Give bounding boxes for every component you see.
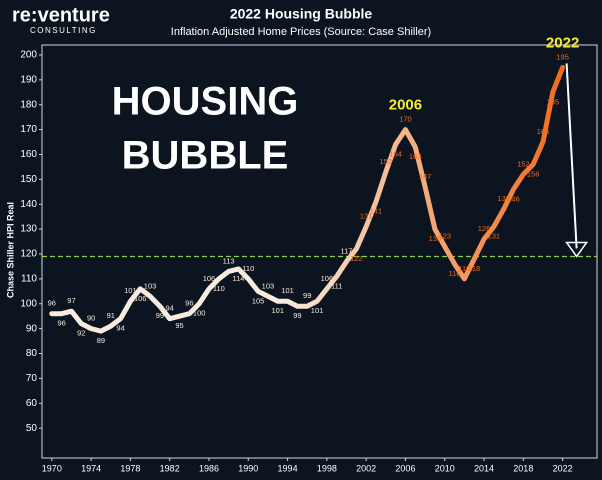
data-label: 89 xyxy=(97,336,105,345)
data-label: 116 xyxy=(449,269,461,278)
data-label: 152 xyxy=(517,159,530,168)
data-label: 131 xyxy=(360,212,373,221)
data-label: 163 xyxy=(409,152,422,161)
y-tick-label: 140 xyxy=(20,199,37,210)
x-tick-label: 1982 xyxy=(160,463,180,473)
data-label: 153 xyxy=(380,157,393,166)
y-tick-label: 170 xyxy=(20,124,37,135)
x-tick-label: 2014 xyxy=(474,463,494,473)
data-label: 156 xyxy=(527,169,540,178)
data-label: 146 xyxy=(507,194,520,203)
logo: re:venture xyxy=(12,4,110,26)
data-label: 111 xyxy=(331,281,342,290)
data-label: 122 xyxy=(350,254,363,263)
arrow-shaft xyxy=(565,63,578,249)
peak-annotation: 2022 xyxy=(546,34,579,51)
data-label: 96 xyxy=(185,299,193,308)
x-tick-label: 2022 xyxy=(553,463,573,473)
data-label: 101 xyxy=(124,286,137,295)
x-tick-label: 1994 xyxy=(278,463,298,473)
x-tick-label: 1986 xyxy=(199,463,219,473)
y-tick-label: 190 xyxy=(20,74,37,85)
data-label: 96 xyxy=(48,299,56,308)
logo-sub: CONSULTING xyxy=(30,26,97,35)
data-label: 113 xyxy=(223,256,235,265)
data-label: 117 xyxy=(341,246,353,255)
data-label: 92 xyxy=(77,329,85,338)
y-tick-label: 180 xyxy=(20,99,37,110)
data-label: 96 xyxy=(57,319,65,328)
headline: HOUSING xyxy=(112,80,299,124)
x-tick-label: 1990 xyxy=(238,463,258,473)
data-label: 165 xyxy=(537,127,550,136)
x-tick-label: 1998 xyxy=(317,463,337,473)
y-tick-label: 120 xyxy=(20,249,37,260)
plot-frame xyxy=(41,44,598,459)
arrow-head xyxy=(565,241,589,258)
x-tick-label: 2002 xyxy=(356,463,376,473)
y-axis-label: Chase Shiller HPI Real xyxy=(5,202,15,298)
x-tick-label: 1978 xyxy=(120,463,140,473)
data-label: 95 xyxy=(175,321,183,330)
data-label: 110 xyxy=(242,264,254,273)
data-label: 138 xyxy=(497,194,510,203)
data-label: 110 xyxy=(458,264,470,273)
y-tick-label: 50 xyxy=(26,423,38,434)
data-label: 164 xyxy=(389,150,402,159)
y-tick-label: 130 xyxy=(20,224,37,235)
data-label: 101 xyxy=(281,286,294,295)
y-tick-label: 200 xyxy=(20,50,37,61)
data-label: 130 xyxy=(429,234,442,243)
data-label: 101 xyxy=(271,306,284,315)
headline: BUBBLE xyxy=(122,134,289,178)
data-label: 110 xyxy=(213,284,225,293)
y-tick-label: 110 xyxy=(21,274,37,285)
data-label: 106 xyxy=(203,274,216,283)
data-label: 91 xyxy=(107,311,115,320)
data-label: 170 xyxy=(399,115,412,124)
chart-title: 2022 Housing Bubble xyxy=(230,6,373,22)
data-label: 99 xyxy=(293,311,301,320)
y-tick-label: 160 xyxy=(20,149,37,160)
data-label: 195 xyxy=(556,52,569,61)
data-label: 126 xyxy=(478,224,491,233)
data-label: 106 xyxy=(321,274,334,283)
data-label: 97 xyxy=(67,296,75,305)
data-label: 99 xyxy=(303,291,311,300)
data-label: 147 xyxy=(419,172,432,181)
y-tick-label: 90 xyxy=(26,323,38,334)
peak-annotation: 2006 xyxy=(389,97,422,114)
data-label: 101 xyxy=(311,306,324,315)
x-tick-label: 1970 xyxy=(42,463,62,473)
line xyxy=(49,64,566,334)
data-label: 94 xyxy=(116,324,124,333)
data-label: 103 xyxy=(144,281,157,290)
x-tick-label: 2018 xyxy=(513,463,533,473)
data-label: 103 xyxy=(262,281,275,290)
y-tick-label: 60 xyxy=(26,398,38,409)
data-label: 141 xyxy=(370,207,383,216)
data-label: 105 xyxy=(252,296,265,305)
y-tick-label: 70 xyxy=(26,373,38,384)
x-tick-label: 1974 xyxy=(81,463,101,473)
data-label: 106 xyxy=(134,294,147,303)
data-label: 99 xyxy=(156,311,164,320)
x-tick-label: 2006 xyxy=(395,463,415,473)
data-label: 118 xyxy=(468,264,480,273)
x-tick-label: 2010 xyxy=(435,463,455,473)
chart-subtitle: Inflation Adjusted Home Prices (Source: … xyxy=(171,26,431,38)
y-tick-label: 150 xyxy=(20,174,37,185)
y-tick-label: 80 xyxy=(26,348,38,359)
data-label: 100 xyxy=(193,309,206,318)
data-label: 90 xyxy=(87,314,95,323)
y-tick-label: 100 xyxy=(20,298,37,309)
data-label: 94 xyxy=(166,304,174,313)
data-label: 185 xyxy=(547,97,560,106)
data-label: 123 xyxy=(438,232,451,241)
data-label: 114 xyxy=(232,274,244,283)
data-label: 131 xyxy=(488,232,501,241)
